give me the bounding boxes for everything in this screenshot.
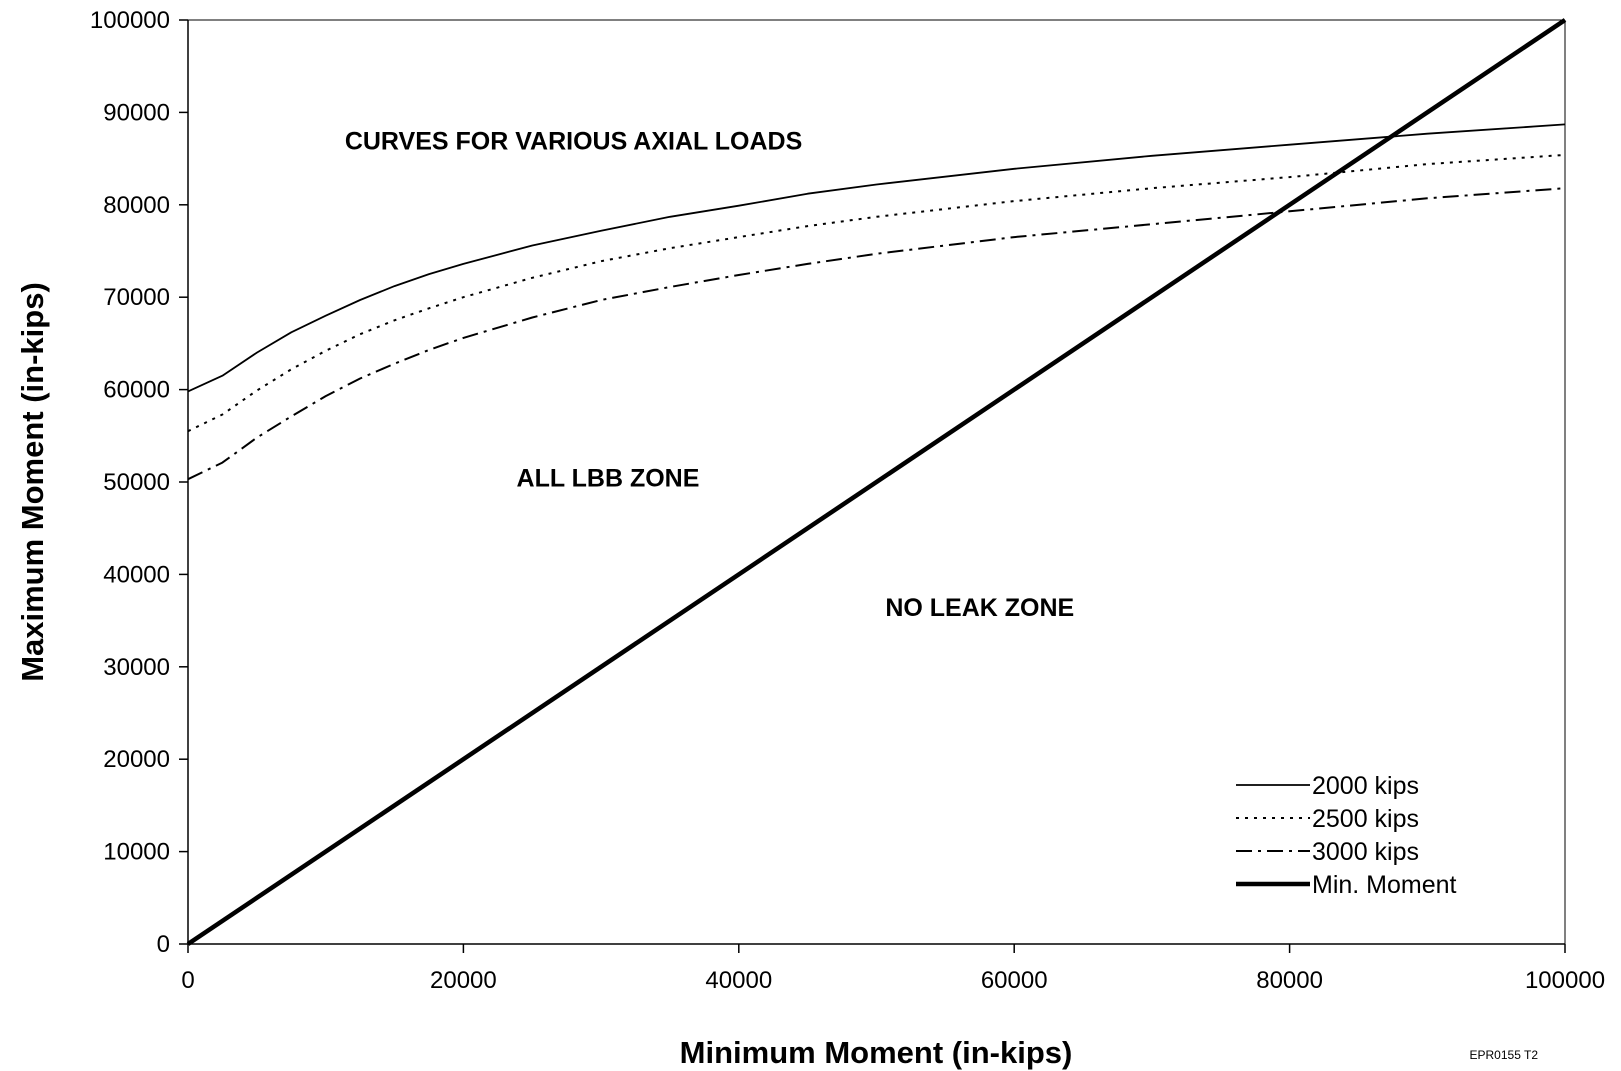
series-line-3000-kips bbox=[187, 187, 1566, 481]
y-tick-label: 10000 bbox=[103, 839, 170, 866]
y-tick-label: 0 bbox=[157, 931, 170, 958]
legend-label: 3000 kips bbox=[1312, 838, 1419, 866]
y-tick-label: 70000 bbox=[103, 284, 170, 311]
footnote-code: EPR0155 T2 bbox=[1470, 1048, 1539, 1062]
x-tick-label: 100000 bbox=[1525, 967, 1605, 994]
legend-label: Min. Moment bbox=[1312, 871, 1457, 899]
y-tick-label: 60000 bbox=[103, 377, 170, 404]
y-tick-label: 50000 bbox=[103, 469, 170, 496]
legend-label: 2500 kips bbox=[1312, 805, 1419, 833]
x-tick-label: 40000 bbox=[705, 967, 772, 994]
series-line-min-moment bbox=[186, 18, 1567, 946]
annotation-label: CURVES FOR VARIOUS AXIAL LOADS bbox=[345, 127, 802, 155]
y-tick-group: 0 10000 20000 30000 40000 50000 60000 70000 8000… bbox=[90, 7, 188, 958]
series-line-2500-kips bbox=[187, 153, 1566, 433]
x-tick-group: 0 20000 40000 60000 80000 100000 bbox=[181, 944, 1605, 994]
series-line-2000-kips bbox=[187, 123, 1566, 393]
y-tick-label: 90000 bbox=[103, 99, 170, 126]
x-tick-label: 80000 bbox=[1256, 967, 1323, 994]
x-axis-title: Minimum Moment (in-kips) bbox=[680, 1035, 1073, 1070]
annotation-label: NO LEAK ZONE bbox=[885, 594, 1074, 622]
x-tick-label: 0 bbox=[181, 967, 194, 994]
x-tick-label: 60000 bbox=[981, 967, 1048, 994]
series-layer bbox=[186, 18, 1567, 946]
annotation-layer: CURVES FOR VARIOUS AXIAL LOADS ALL LBB ZO… bbox=[345, 127, 1074, 622]
y-tick-label: 40000 bbox=[103, 561, 170, 588]
y-tick-label: 80000 bbox=[103, 192, 170, 219]
x-tick-label: 20000 bbox=[430, 967, 497, 994]
y-tick-label: 30000 bbox=[103, 654, 170, 681]
legend: 2000 kips 2500 kips 3000 kips Min. Moment bbox=[1236, 772, 1457, 899]
legend-label: 2000 kips bbox=[1312, 772, 1419, 800]
annotation-label: ALL LBB ZONE bbox=[517, 465, 700, 493]
y-tick-label: 100000 bbox=[90, 7, 170, 34]
y-axis-title: Maximum Moment (in-kips) bbox=[15, 282, 50, 682]
y-tick-label: 20000 bbox=[103, 746, 170, 773]
